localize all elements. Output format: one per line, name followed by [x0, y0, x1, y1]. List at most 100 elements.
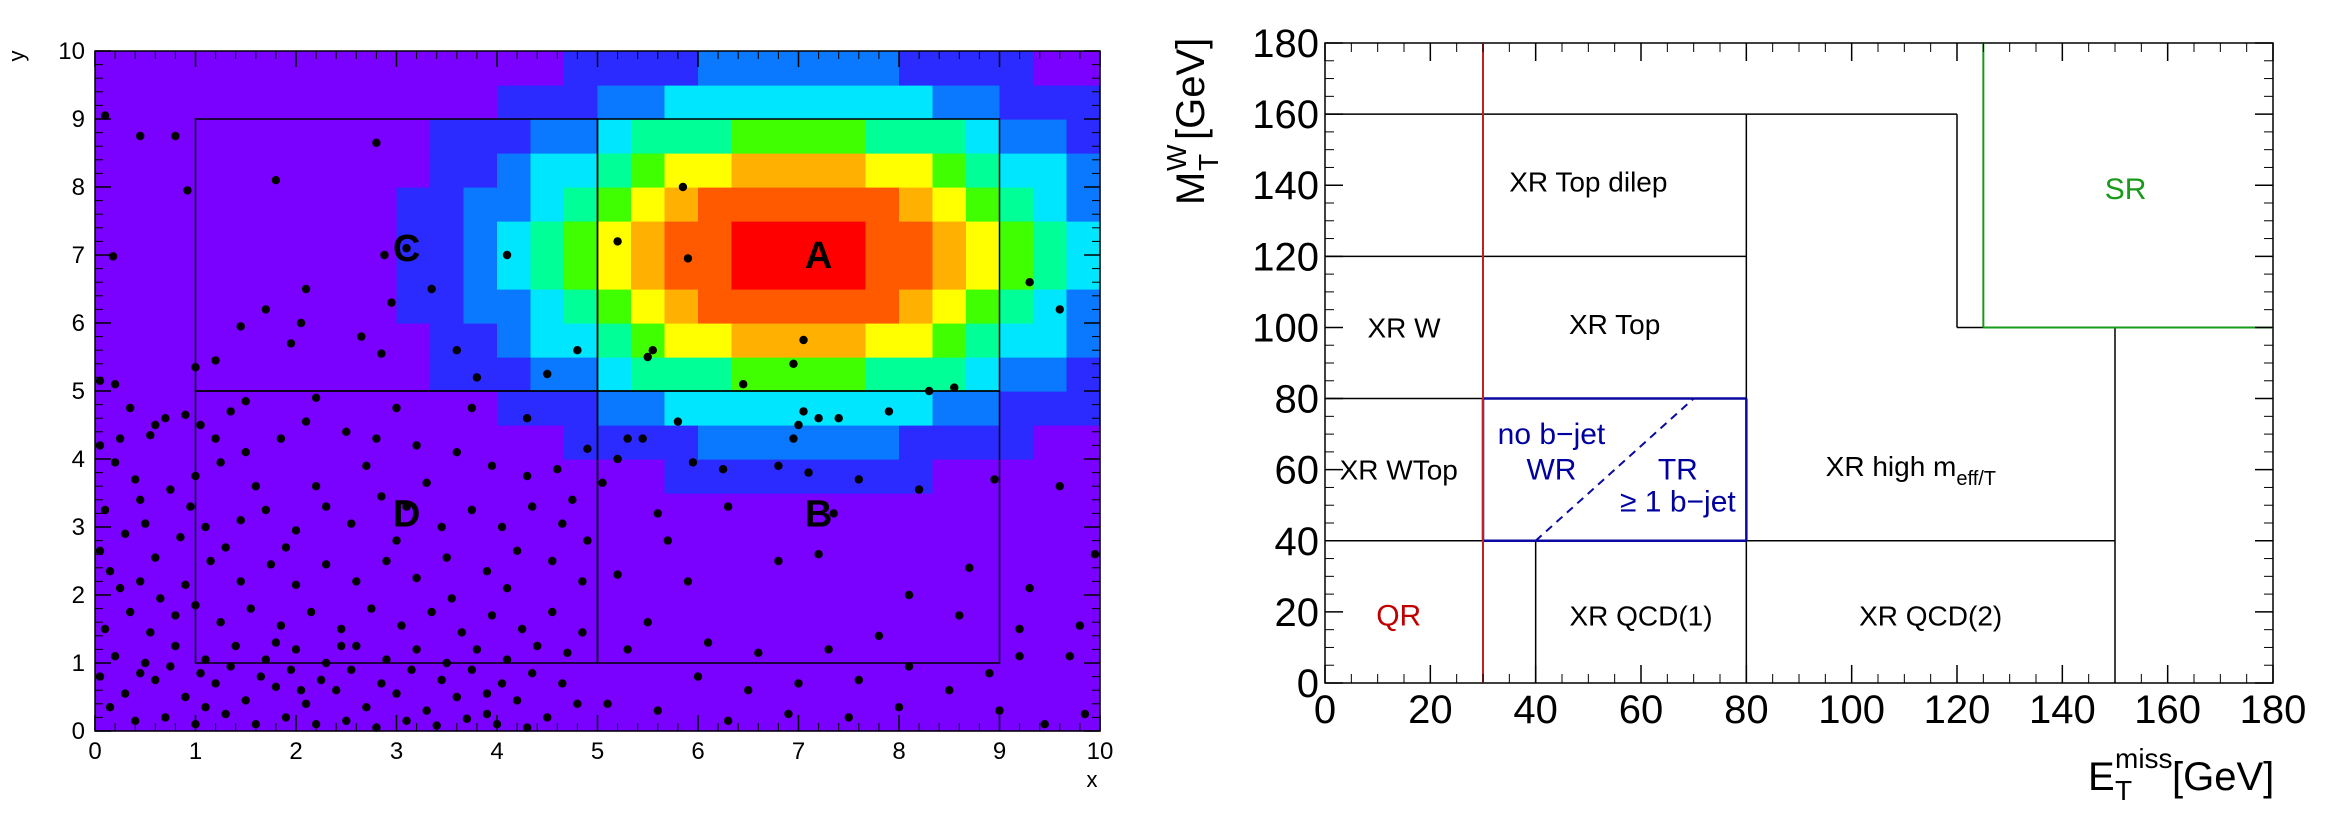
scatter-point [271, 176, 281, 185]
heatmap-cell [597, 459, 632, 494]
heatmap-cell [999, 527, 1034, 562]
scatter-point [191, 471, 200, 481]
heatmap-cell [296, 187, 331, 222]
scatter-point [251, 482, 260, 491]
heatmap-cell [597, 663, 632, 698]
heatmap-cell [698, 391, 733, 426]
heatmap-cell [798, 221, 833, 256]
heatmap-cell [899, 595, 934, 630]
heatmap-cell [899, 85, 934, 120]
heatmap-cell [832, 51, 867, 86]
scatter-point [382, 655, 391, 664]
right-chart: 0 20 40 60 80 100 120 140 160 180 0 20 40 60 80 100 120 1… [1161, 22, 2306, 806]
scatter-point [799, 335, 808, 345]
heatmap-cell [932, 357, 967, 392]
x-tick-label: 1 [189, 738, 202, 765]
scatter-point [211, 434, 220, 443]
abcd-region-labels: A B C D [393, 228, 833, 535]
heatmap-cell [296, 51, 331, 86]
heatmap-cell [396, 391, 431, 426]
heatmap-cell [162, 255, 197, 290]
scatter-point [321, 658, 331, 668]
heatmap-cell [664, 629, 699, 664]
heatmap-cell [698, 221, 733, 256]
heatmap-cell [664, 357, 699, 392]
heatmap-cell [731, 221, 766, 256]
heatmap-cell [798, 561, 833, 596]
heatmap-cell [966, 629, 1001, 664]
heatmap-cell [631, 187, 666, 222]
heatmap-cell [229, 187, 264, 222]
scatter-point [412, 441, 421, 450]
heatmap-cell [731, 357, 766, 392]
x-tick-label: 8 [892, 738, 905, 765]
heatmap-cell [128, 697, 163, 732]
heatmap-cell [731, 391, 766, 426]
region-label-d: D [393, 493, 420, 535]
scatter-point [211, 679, 220, 688]
scatter-point [261, 505, 271, 515]
x-tick-label: 9 [993, 738, 1006, 765]
x-tick-label: 4 [490, 738, 503, 765]
heatmap-cell [631, 85, 666, 120]
scatter-point [553, 465, 562, 474]
scatter-point [125, 403, 135, 413]
heatmap-cell [865, 119, 900, 154]
heatmap-cell [262, 255, 297, 290]
y-tick-label: 140 [1252, 164, 1319, 208]
heatmap-cell [1033, 85, 1068, 120]
heatmap-cell [765, 85, 800, 120]
scatter-point [1055, 305, 1065, 314]
scatter-point [301, 284, 311, 294]
heatmap-cell [698, 85, 733, 120]
heatmap-cell [865, 221, 900, 256]
scatter-point [718, 465, 728, 474]
heatmap-cell [128, 255, 163, 290]
scatter-point [774, 461, 783, 470]
scatter-point [502, 655, 512, 664]
heatmap-cell [396, 255, 431, 290]
heatmap-cell [966, 425, 1001, 460]
heatmap-cell [95, 153, 130, 188]
heatmap-cell [597, 289, 632, 324]
heatmap-cell [798, 187, 833, 222]
scatter-point [281, 713, 291, 722]
scatter-point [105, 567, 115, 576]
scatter-point [100, 111, 110, 120]
heatmap-cell [497, 119, 532, 154]
heatmap-cell [195, 323, 230, 358]
scatter-point [533, 641, 542, 651]
heatmap-cell [698, 357, 733, 392]
scatter-point [945, 686, 954, 695]
heatmap-cell [296, 221, 331, 256]
scatter-point [236, 577, 245, 586]
heatmap-cell [832, 289, 867, 324]
heatmap-cell [396, 357, 431, 392]
heatmap-cell [865, 85, 900, 120]
heatmap-cell [1033, 595, 1068, 630]
heatmap-cell [95, 595, 130, 630]
scatter-point [527, 669, 537, 678]
heatmap-cell [865, 51, 900, 86]
heatmap-cell [463, 629, 498, 664]
heatmap-cell [195, 221, 230, 256]
scatter-point [332, 686, 341, 695]
scatter-point [442, 658, 451, 668]
heatmap-cell [95, 323, 130, 358]
heatmap-cell [865, 561, 900, 596]
scatter-point [301, 699, 311, 708]
heatmap-cell [664, 595, 699, 630]
heatmap-cell [497, 527, 532, 562]
scatter-point [276, 434, 286, 443]
heatmap-cell [497, 357, 532, 392]
heatmap-cell [698, 51, 733, 86]
heatmap-cell [1033, 663, 1068, 698]
heatmap-cell [932, 425, 967, 460]
heatmap-cell [832, 323, 867, 358]
scatter-point [422, 478, 431, 487]
heatmap-cell [128, 187, 163, 222]
scatter-point [226, 407, 235, 416]
scatter-point [965, 563, 974, 572]
heatmap-cell [229, 323, 264, 358]
